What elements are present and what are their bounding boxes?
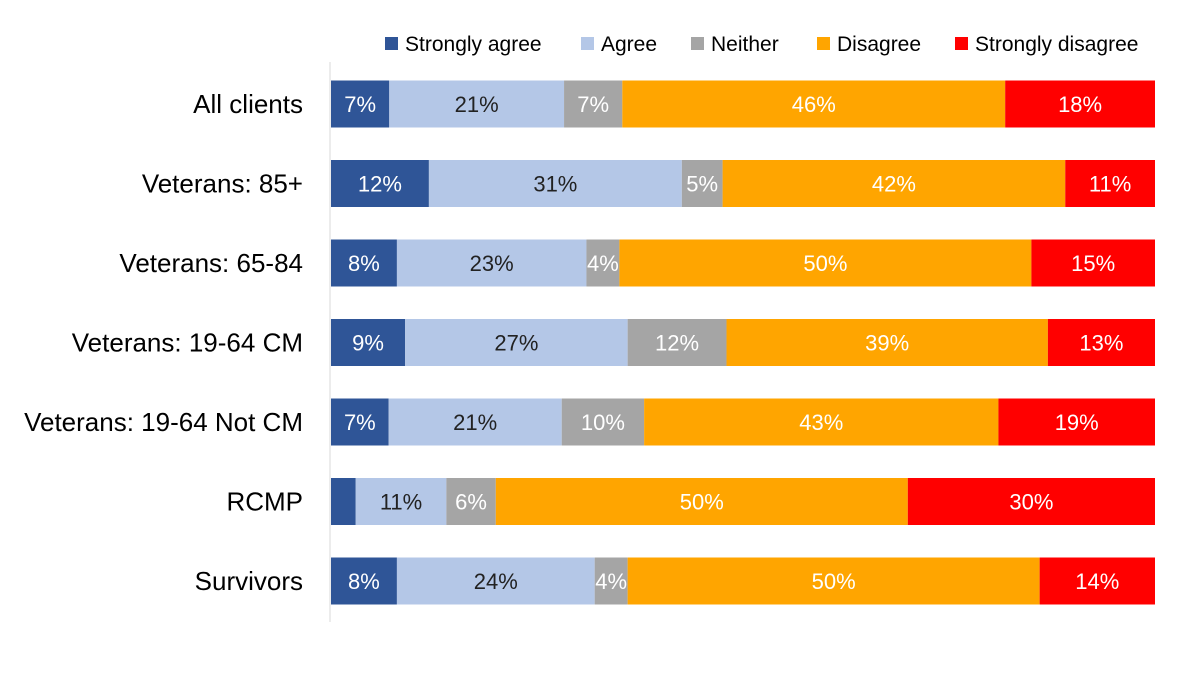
bar-veterans-19-64-not-cm-neither [561,398,645,446]
data-label-veterans-65-84-strongly-agree: 8% [348,251,380,276]
data-label-rcmp-strongly-disagree: 30% [1009,490,1053,515]
bar-survivors-disagree [627,557,1040,605]
bar-veterans-85-strongly-agree [331,160,429,207]
bar-veterans-65-84-strongly-disagree [1031,239,1155,287]
data-label-veterans-65-84-neither: 4% [587,251,619,276]
data-label-veterans-85-strongly-agree: 12% [358,172,402,197]
bar-veterans-65-84-strongly-agree [331,239,397,287]
data-label-veterans-19-64-cm-neither: 12% [655,331,699,356]
bar-rcmp-agree [355,478,447,525]
legend-label-agree: Agree [601,33,657,56]
bar-all-clients-disagree [622,80,1006,128]
data-label-veterans-19-64-cm-agree: 27% [494,331,538,356]
bar-rcmp-strongly-disagree [907,478,1155,525]
bar-veterans-85-strongly-disagree [1065,160,1155,207]
data-label-all-clients-strongly-agree: 7% [344,92,376,117]
bar-all-clients-agree [389,80,565,128]
data-label-veterans-85-agree: 31% [533,172,577,197]
legend-label-strongly-disagree: Strongly disagree [975,33,1138,56]
bar-survivors-strongly-agree [331,557,397,605]
data-label-survivors-disagree: 50% [812,569,856,594]
legend-swatch-disagree [817,37,830,50]
bar-veterans-85-neither [681,160,723,207]
bar-rcmp-disagree [495,478,908,525]
bar-veterans-19-64-not-cm-agree [388,398,562,446]
legend-swatch-strongly-disagree [955,37,968,50]
bar-all-clients-neither [564,80,623,128]
bar-veterans-85-disagree [722,160,1066,207]
data-label-rcmp-neither: 6% [455,490,487,515]
category-label-rcmp: RCMP [226,487,303,517]
data-label-all-clients-strongly-disagree: 18% [1058,92,1102,117]
bar-rcmp-strongly-agree [331,478,356,525]
data-label-veterans-19-64-cm-strongly-agree: 9% [352,331,384,356]
bar-veterans-19-64-cm-strongly-agree [331,319,406,366]
category-labels: All clients Veterans: 85+ Veterans: 65-84 V… [24,89,303,596]
bar-veterans-19-64-cm-agree [405,319,628,366]
data-label-veterans-19-64-not-cm-strongly-disagree: 19% [1055,410,1099,435]
data-label-survivors-strongly-agree: 8% [348,569,380,594]
bar-veterans-19-64-cm-strongly-disagree [1047,319,1155,366]
data-label-veterans-85-strongly-disagree: 11% [1089,172,1131,197]
category-label-survivors: Survivors [195,566,303,596]
legend-swatch-strongly-agree [385,37,398,50]
data-label-veterans-19-64-cm-strongly-disagree: 13% [1079,331,1123,356]
data-label-all-clients-neither: 7% [577,92,609,117]
data-label-survivors-strongly-disagree: 14% [1075,569,1119,594]
bar-veterans-19-64-not-cm-disagree [644,398,999,446]
data-label-all-clients-disagree: 46% [792,92,836,117]
data-label-veterans-85-neither: 5% [686,172,718,197]
category-label-all-clients: All clients [193,89,303,119]
data-label-all-clients-agree: 21% [455,92,499,117]
bar-veterans-19-64-not-cm-strongly-agree [331,398,389,446]
data-label-veterans-65-84-agree: 23% [470,251,514,276]
data-label-rcmp-agree: 11% [380,490,422,515]
bar-veterans-65-84-disagree [619,239,1032,287]
data-label-veterans-65-84-strongly-disagree: 15% [1071,251,1115,276]
bar-veterans-85-agree [428,160,682,207]
bar-veterans-19-64-not-cm-strongly-disagree [998,398,1155,446]
bar-all-clients-strongly-agree [331,80,390,128]
data-label-survivors-agree: 24% [474,569,518,594]
data-label-veterans-65-84-disagree: 50% [803,251,847,276]
data-label-veterans-19-64-cm-disagree: 39% [865,331,909,356]
legend-label-strongly-agree: Strongly agree [405,33,542,56]
legend-swatch-neither [691,37,704,50]
legend-label-disagree: Disagree [837,33,921,56]
data-label-veterans-19-64-not-cm-strongly-agree: 7% [344,410,376,435]
data-label-veterans-19-64-not-cm-disagree: 43% [799,410,843,435]
data-label-veterans-85-disagree: 42% [872,172,916,197]
bars-group: 7% 21% 7% 46% 18% 12% 31% 5% 42% 11% 8% 23% 4% 50% 15%… [331,80,1155,605]
legend-label-neither: Neither [711,33,779,56]
data-label-survivors-neither: 4% [595,569,627,594]
bar-veterans-65-84-neither [586,239,620,287]
legend-swatch-agree [581,37,594,50]
bar-survivors-agree [396,557,595,605]
category-label-veterans-19-64-not-cm: Veterans: 19-64 Not CM [24,407,303,437]
bar-survivors-strongly-disagree [1039,557,1155,605]
data-label-rcmp-disagree: 50% [680,490,724,515]
chart-legend: Strongly agree Agree Neither Disagree Strong… [385,33,1138,56]
bar-veterans-19-64-cm-neither [627,319,727,366]
bar-survivors-neither [594,557,628,605]
category-label-veterans-65-84: Veterans: 65-84 [119,248,303,278]
category-label-veterans-85: Veterans: 85+ [142,169,303,199]
bar-rcmp-neither [446,478,496,525]
bar-all-clients-strongly-disagree [1005,80,1155,128]
bar-veterans-65-84-agree [396,239,587,287]
data-label-veterans-19-64-not-cm-neither: 10% [581,410,625,435]
bar-veterans-19-64-cm-disagree [726,319,1048,366]
data-label-veterans-19-64-not-cm-agree: 21% [453,410,497,435]
category-label-veterans-19-64-cm: Veterans: 19-64 CM [72,328,303,358]
